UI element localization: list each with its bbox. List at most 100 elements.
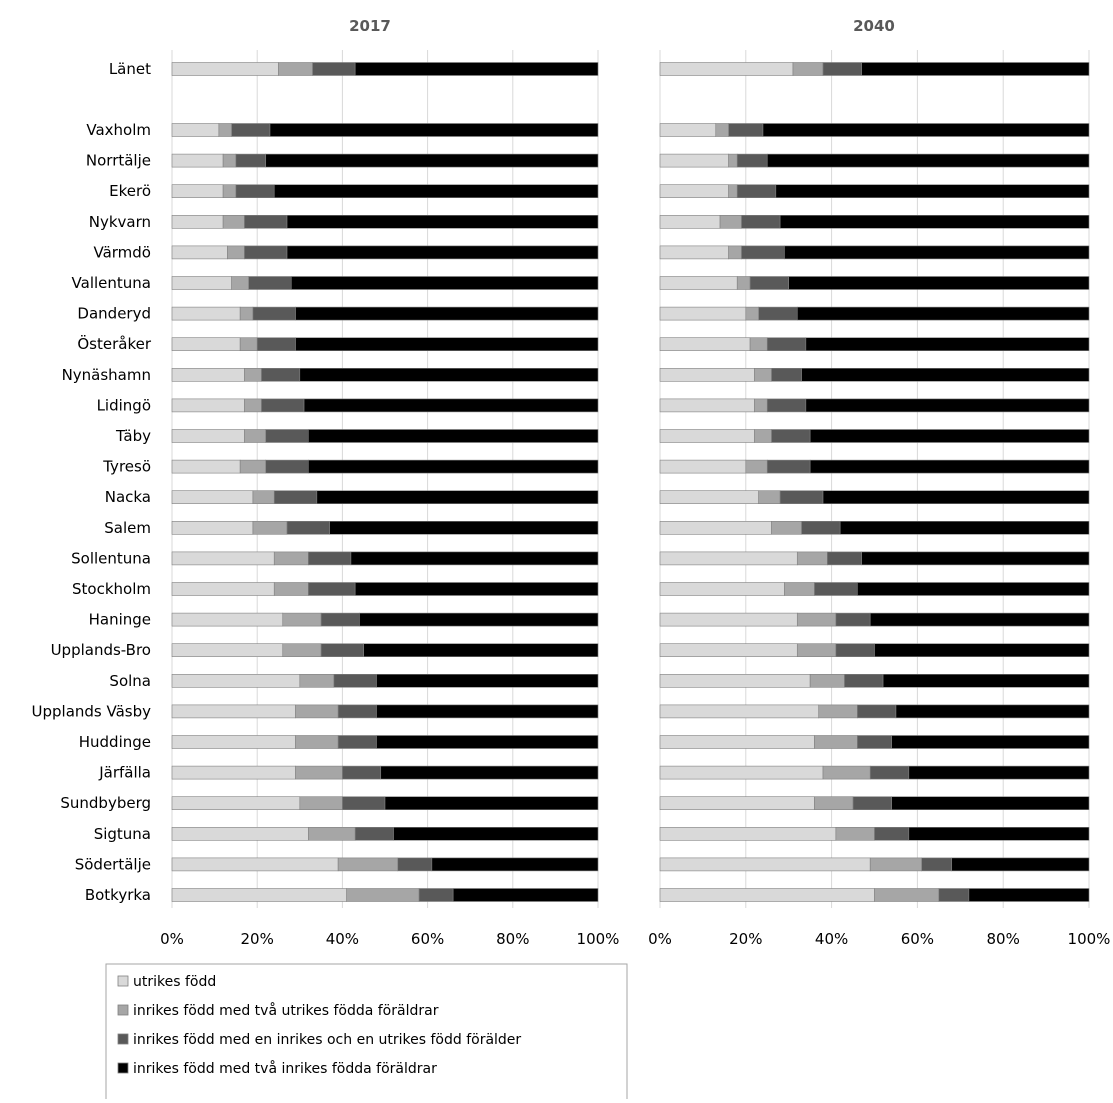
bar-segment (921, 857, 953, 872)
bar-segment (754, 367, 772, 382)
bar-segment (659, 367, 755, 382)
category-label: Botkyrka (85, 886, 151, 904)
bar-segment (805, 337, 1090, 352)
bar-segment (171, 520, 254, 535)
bar-segment (171, 429, 245, 443)
bar-segment (320, 612, 360, 627)
bar-segment (286, 245, 599, 260)
bar-segment (252, 306, 296, 321)
bar-segment (452, 888, 599, 902)
bar-segment (809, 459, 1090, 474)
bar-segment (861, 551, 1090, 566)
category-label: Solna (109, 672, 151, 690)
legend-label: inrikes född med två inrikes födda föräl… (133, 1060, 437, 1077)
bar-segment (235, 184, 275, 198)
bar-segment (337, 857, 399, 872)
bar-segment (796, 306, 1090, 321)
bar-segment (771, 429, 811, 443)
bar-segment (659, 429, 755, 443)
bar-segment (171, 490, 254, 505)
bar-segment (784, 245, 1090, 260)
bar-segment (354, 62, 599, 76)
x-tick-label: 40% (326, 930, 359, 948)
bar-segment (796, 551, 828, 566)
bar-segment (857, 582, 1090, 596)
category-label: Nynäshamn (62, 366, 151, 384)
bar-segment (908, 765, 1090, 780)
bar-segment (171, 673, 301, 688)
bar-segment (308, 582, 356, 596)
bar-segment (337, 704, 377, 719)
category-label: Lidingö (97, 396, 151, 414)
legend-swatch (117, 975, 129, 987)
category-label: Upplands-Bro (51, 641, 151, 659)
bar-segment (218, 123, 232, 137)
bar-segment (354, 826, 394, 841)
bar-segment (728, 245, 742, 260)
bar-segment (659, 520, 772, 535)
bar-segment (286, 520, 330, 535)
bar-segment (431, 857, 599, 872)
bar-segment (835, 643, 875, 658)
bar-segment (745, 459, 768, 474)
bar-segment (779, 490, 824, 505)
bar-segment (766, 337, 807, 352)
x-tick-label: 80% (987, 930, 1020, 948)
bar-segment (171, 123, 220, 137)
bar-segment (299, 673, 335, 688)
bar-segment (312, 62, 356, 76)
bar-segment (337, 735, 377, 749)
bar-segment (839, 520, 1090, 535)
x-tick-label: 80% (496, 930, 529, 948)
bar-segment (171, 337, 241, 352)
bar-segment (968, 888, 1090, 902)
category-label: Länet (109, 60, 151, 78)
bar-segment (805, 398, 1090, 413)
legend-label: utrikes född (133, 974, 216, 990)
bar-segment (827, 551, 862, 566)
bar-segment (659, 459, 747, 474)
bar-segment (736, 184, 777, 198)
legend-box (105, 963, 628, 1101)
bar-segment (659, 215, 721, 229)
bar-segment (273, 184, 599, 198)
bar-segment (171, 215, 224, 229)
bar-segment (376, 735, 599, 749)
bar-segment (295, 765, 343, 780)
bar-segment (171, 551, 275, 566)
bar-segment (659, 765, 824, 780)
category-label: Norrtälje (86, 152, 151, 170)
bar-segment (222, 215, 245, 229)
bar-segment (749, 337, 768, 352)
x-tick-label: 40% (815, 930, 848, 948)
bar-segment (244, 215, 288, 229)
bar-segment (796, 612, 837, 627)
bar-segment (754, 429, 772, 443)
bar-segment (758, 306, 798, 321)
bar-segment (728, 123, 764, 137)
bar-segment (728, 153, 738, 168)
category-label: Haninge (89, 611, 151, 629)
bar-segment (397, 857, 433, 872)
bar-segment (736, 153, 768, 168)
bar-segment (299, 367, 599, 382)
bar-segment (244, 398, 262, 413)
bar-segment (891, 735, 1090, 749)
bar-segment (659, 62, 794, 76)
bar-segment (659, 612, 798, 627)
bar-segment (231, 276, 249, 290)
bar-segment (286, 215, 599, 229)
bar-segment (282, 612, 322, 627)
bar-segment (659, 551, 798, 566)
bar-segment (792, 62, 824, 76)
bar-segment (762, 123, 1090, 137)
bar-segment (376, 673, 599, 688)
bar-segment (231, 123, 271, 137)
category-label: Värmdö (93, 243, 151, 261)
bar-segment (659, 123, 717, 137)
bar-segment (754, 398, 768, 413)
bar-segment (869, 765, 910, 780)
bar-segment (659, 643, 798, 658)
bar-segment (951, 857, 1090, 872)
bar-segment (273, 490, 318, 505)
